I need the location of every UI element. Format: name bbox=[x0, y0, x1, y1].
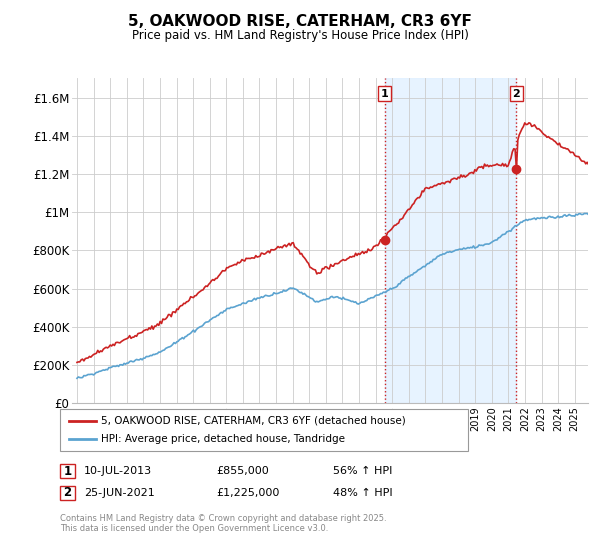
Text: 2: 2 bbox=[64, 486, 71, 499]
Text: 56% ↑ HPI: 56% ↑ HPI bbox=[333, 466, 392, 476]
Text: 2: 2 bbox=[512, 88, 520, 99]
Text: £1,225,000: £1,225,000 bbox=[216, 488, 280, 497]
Text: 25-JUN-2021: 25-JUN-2021 bbox=[84, 488, 155, 497]
Text: 5, OAKWOOD RISE, CATERHAM, CR3 6YF (detached house): 5, OAKWOOD RISE, CATERHAM, CR3 6YF (deta… bbox=[101, 416, 406, 426]
Text: HPI: Average price, detached house, Tandridge: HPI: Average price, detached house, Tand… bbox=[101, 434, 345, 444]
Text: 5, OAKWOOD RISE, CATERHAM, CR3 6YF: 5, OAKWOOD RISE, CATERHAM, CR3 6YF bbox=[128, 14, 472, 29]
Text: 10-JUL-2013: 10-JUL-2013 bbox=[84, 466, 152, 476]
Text: 1: 1 bbox=[64, 465, 71, 478]
Text: 48% ↑ HPI: 48% ↑ HPI bbox=[333, 488, 392, 497]
Text: 1: 1 bbox=[381, 88, 388, 99]
Bar bbox=[385, 78, 517, 403]
Text: Contains HM Land Registry data © Crown copyright and database right 2025.
This d: Contains HM Land Registry data © Crown c… bbox=[60, 514, 386, 534]
Text: Price paid vs. HM Land Registry's House Price Index (HPI): Price paid vs. HM Land Registry's House … bbox=[131, 29, 469, 42]
Text: £855,000: £855,000 bbox=[216, 466, 269, 476]
